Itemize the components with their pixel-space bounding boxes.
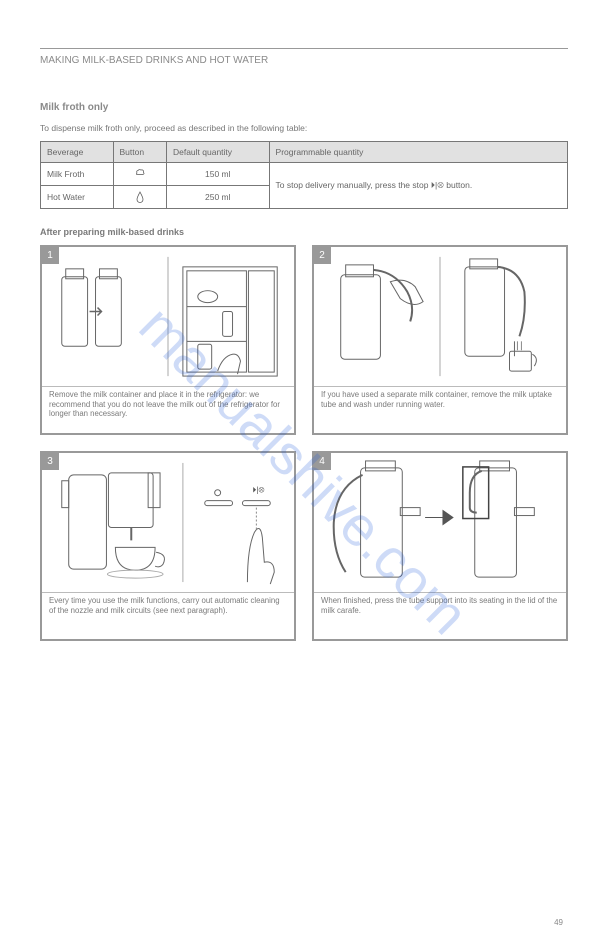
milk-icon	[134, 168, 146, 180]
section-intro: To dispense milk froth only, proceed as …	[40, 123, 568, 133]
col-default-qty: Default quantity	[166, 142, 269, 163]
recipe-table: Beverage Button Default quantity Program…	[40, 141, 568, 209]
panel-illustration	[314, 247, 566, 387]
panel-caption: If you have used a separate milk contain…	[314, 385, 566, 433]
cell-button-icon	[113, 163, 166, 186]
svg-text:⏵|⊗: ⏵|⊗	[252, 486, 264, 495]
cell-qty: 250 ml	[166, 186, 269, 209]
drop-icon	[135, 191, 145, 203]
cell-beverage: Hot Water	[41, 186, 114, 209]
cell-qty: 150 ml	[166, 163, 269, 186]
panel-1: 1	[40, 245, 296, 435]
panel-illustration	[42, 247, 294, 387]
panel-illustration: ⏵|⊗	[42, 453, 294, 593]
panel-caption: When finished, press the tube support in…	[314, 591, 566, 639]
panel-illustration	[314, 453, 566, 593]
panel-caption: Every time you use the milk functions, c…	[42, 591, 294, 639]
panel-4: 4 When f	[312, 451, 568, 641]
col-beverage: Beverage	[41, 142, 114, 163]
section-heading-milk-froth: Milk froth only	[40, 102, 568, 113]
section-heading-after-milk: After preparing milk-based drinks	[40, 227, 568, 237]
panel-caption: Remove the milk container and place it i…	[42, 385, 294, 433]
page-title: MAKING MILK-BASED DRINKS AND HOT WATER	[40, 55, 568, 66]
panels-grid: 1	[40, 245, 568, 641]
panel-2: 2	[312, 245, 568, 435]
cell-button-icon	[113, 186, 166, 209]
cell-beverage: Milk Froth	[41, 163, 114, 186]
col-programmable: Programmable quantity	[269, 142, 567, 163]
col-button: Button	[113, 142, 166, 163]
cell-instruction: To stop delivery manually, press the sto…	[269, 163, 567, 209]
panel-3: 3 ⏵|⊗	[40, 451, 296, 641]
table-row: Milk Froth 150 ml To stop delivery manua…	[41, 163, 568, 186]
page-number: 49	[554, 918, 563, 927]
